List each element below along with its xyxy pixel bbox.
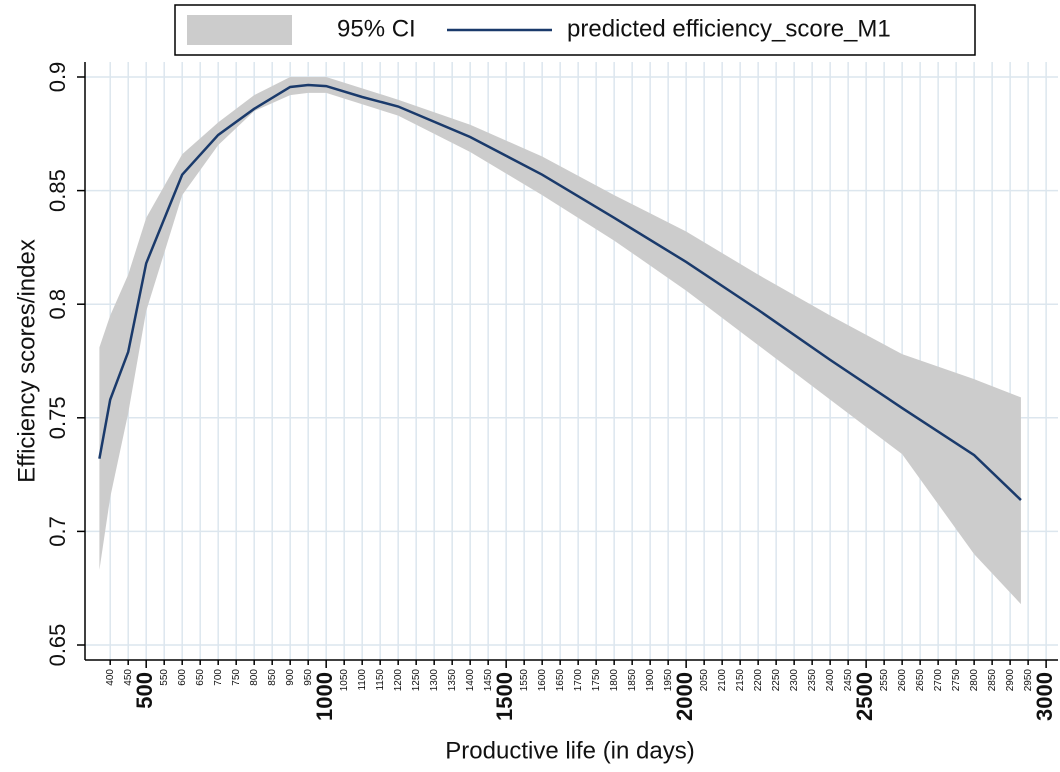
x-tick-label: 550 (159, 669, 170, 686)
x-tick-label: 2350 (807, 669, 818, 692)
x-tick-label: 2200 (753, 669, 764, 692)
y-tick-label: 0.75 (45, 396, 70, 439)
x-tick-label: 900 (285, 669, 296, 686)
x-tick-label: 1500 (492, 672, 517, 721)
x-tick-label: 600 (177, 669, 188, 686)
y-axis-label: Efficiency scores/index (13, 239, 40, 483)
y-tick-label: 0.65 (45, 624, 70, 667)
x-tick-label: 1450 (483, 669, 494, 692)
x-tick-label: 1900 (645, 669, 656, 692)
x-tick-label: 2500 (852, 672, 877, 721)
x-tick-label: 1400 (465, 669, 476, 692)
x-tick-label: 1550 (519, 669, 530, 692)
x-tick-label: 1300 (429, 669, 440, 692)
x-tick-label: 2850 (987, 669, 998, 692)
x-tick-label: 750 (231, 669, 242, 686)
x-axis-label: Productive life (in days) (445, 737, 694, 764)
y-tick-label: 0.9 (45, 62, 70, 93)
x-tick-label: 1800 (609, 669, 620, 692)
legend-swatch (187, 15, 292, 45)
x-tick-label: 1950 (663, 669, 674, 692)
x-tick-label: 2700 (933, 669, 944, 692)
y-tick-label: 0.8 (45, 289, 70, 320)
x-tick-label: 2650 (915, 669, 926, 692)
x-tick-label: 400 (105, 669, 116, 686)
x-tick-label: 650 (195, 669, 206, 686)
x-tick-label: 1250 (411, 669, 422, 692)
x-tick-label: 950 (303, 669, 314, 686)
legend-label: predicted efficiency_score_M1 (567, 15, 891, 42)
x-tick-label: 2800 (969, 669, 980, 692)
x-tick-label: 2900 (1005, 669, 1016, 692)
x-tick-label: 1700 (573, 669, 584, 692)
x-tick-label: 1050 (339, 669, 350, 692)
x-tick-label: 1650 (555, 669, 566, 692)
x-tick-label: 1600 (537, 669, 548, 692)
x-tick-label: 2100 (717, 669, 728, 692)
x-tick-label: 2250 (771, 669, 782, 692)
confidence-band (99, 76, 1021, 605)
x-tick-label: 700 (213, 669, 224, 686)
x-tick-label: 2050 (699, 669, 710, 692)
x-tick-label: 2400 (825, 669, 836, 692)
x-tick-label: 1000 (312, 672, 337, 721)
x-tick-label: 2750 (951, 669, 962, 692)
x-tick-label: 2600 (897, 669, 908, 692)
x-tick-label: 1100 (357, 669, 368, 691)
legend-label: 95% CI (337, 15, 416, 42)
x-tick-label: 450 (123, 669, 134, 686)
x-tick-label: 2300 (789, 669, 800, 692)
x-tick-label: 1750 (591, 669, 602, 692)
legend: 95% CI predicted efficiency_score_M1 (174, 4, 976, 56)
y-tick-label: 0.7 (45, 516, 70, 547)
y-tick-label: 0.85 (45, 169, 70, 212)
x-tick-label: 1350 (447, 669, 458, 692)
x-tick-label: 2150 (735, 669, 746, 692)
x-tick-label: 800 (249, 669, 260, 686)
x-tick-label: 850 (267, 669, 278, 686)
x-tick-label: 3000 (1032, 672, 1057, 721)
x-tick-label: 2950 (1023, 669, 1034, 692)
x-tick-label: 500 (132, 672, 157, 709)
x-tick-label: 2450 (843, 669, 854, 692)
x-tick-label: 2550 (879, 669, 890, 692)
legend-box (174, 4, 976, 56)
x-tick-label: 1200 (393, 669, 404, 692)
x-tick-label: 1150 (375, 669, 386, 691)
x-tick-label: 1850 (627, 669, 638, 692)
x-tick-label: 2000 (672, 672, 697, 721)
line (98, 83, 1022, 501)
